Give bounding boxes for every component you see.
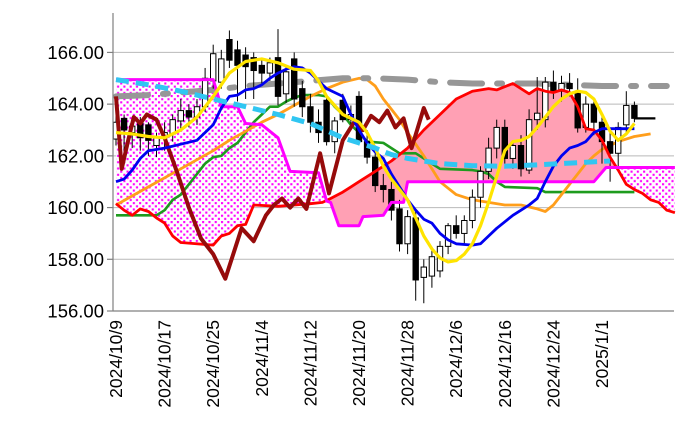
- candle: [380, 173, 387, 203]
- chikou-lagging-line: [114, 96, 431, 281]
- candle: [534, 76, 541, 131]
- candle: [355, 91, 363, 146]
- overlay-lines-below: [113, 75, 670, 217]
- candle: [517, 135, 525, 177]
- ma-orange-line: [115, 76, 651, 213]
- x-axis-label: 2024/10/17: [155, 320, 175, 408]
- candle: [501, 119, 509, 164]
- kijun-green-line: [116, 93, 635, 217]
- ma-yellow-line: [115, 57, 636, 264]
- x-axis-label: 2024/11/12: [300, 320, 320, 406]
- candle: [396, 199, 403, 252]
- x-axis-label: 2024/11/20: [349, 320, 369, 407]
- candle: [291, 52, 298, 107]
- x-axis-label: 2024/12/24: [543, 320, 563, 408]
- senkou-span-b: [116, 78, 675, 228]
- ma-gray-dashdot-line: [113, 75, 670, 100]
- candle: [428, 248, 436, 288]
- cloud-bearish-dotted-region: [616, 167, 675, 213]
- candle: [226, 30, 233, 68]
- candle: [485, 137, 492, 180]
- candle: [469, 189, 476, 229]
- x-axis-label: 2024/10/9: [106, 320, 126, 398]
- x-axis-label: 2024/12/16: [495, 320, 515, 408]
- x-axis-label: 2024/12/6: [446, 320, 466, 398]
- y-axis-label: 160.00: [47, 197, 104, 218]
- x-axis-label: 2025/1/1: [592, 320, 612, 388]
- y-axis-label: 156.00: [47, 301, 104, 322]
- candle: [477, 166, 484, 208]
- axis-labels: 156.00 158.00 160.00 162.00 164.00 166.00 2024…: [47, 42, 612, 408]
- candle: [274, 29, 282, 106]
- y-axis-label: 164.00: [47, 94, 104, 115]
- y-axis-label: 166.00: [47, 42, 104, 63]
- candle: [323, 96, 330, 146]
- candle: [453, 215, 460, 239]
- x-axis-label: 2024/10/25: [203, 320, 223, 408]
- candle: [404, 210, 411, 255]
- chikou-layer: [114, 96, 431, 281]
- candle: [420, 259, 428, 304]
- candle: [623, 91, 630, 133]
- axes: [107, 13, 674, 312]
- y-axis-label: 162.00: [47, 145, 104, 166]
- overlay-lines-above: [115, 57, 636, 264]
- candle: [282, 65, 290, 103]
- ma-cyan-dashed-line: [115, 77, 611, 169]
- candle: [461, 215, 468, 244]
- candle: [299, 80, 306, 118]
- candle: [493, 119, 500, 159]
- candle: [177, 98, 185, 131]
- candle: [258, 58, 266, 84]
- y-axis-label: 158.00: [47, 249, 104, 270]
- x-axis-label: 2024/11/28: [398, 320, 418, 406]
- x-axis-label: 2024/11/4: [252, 320, 272, 397]
